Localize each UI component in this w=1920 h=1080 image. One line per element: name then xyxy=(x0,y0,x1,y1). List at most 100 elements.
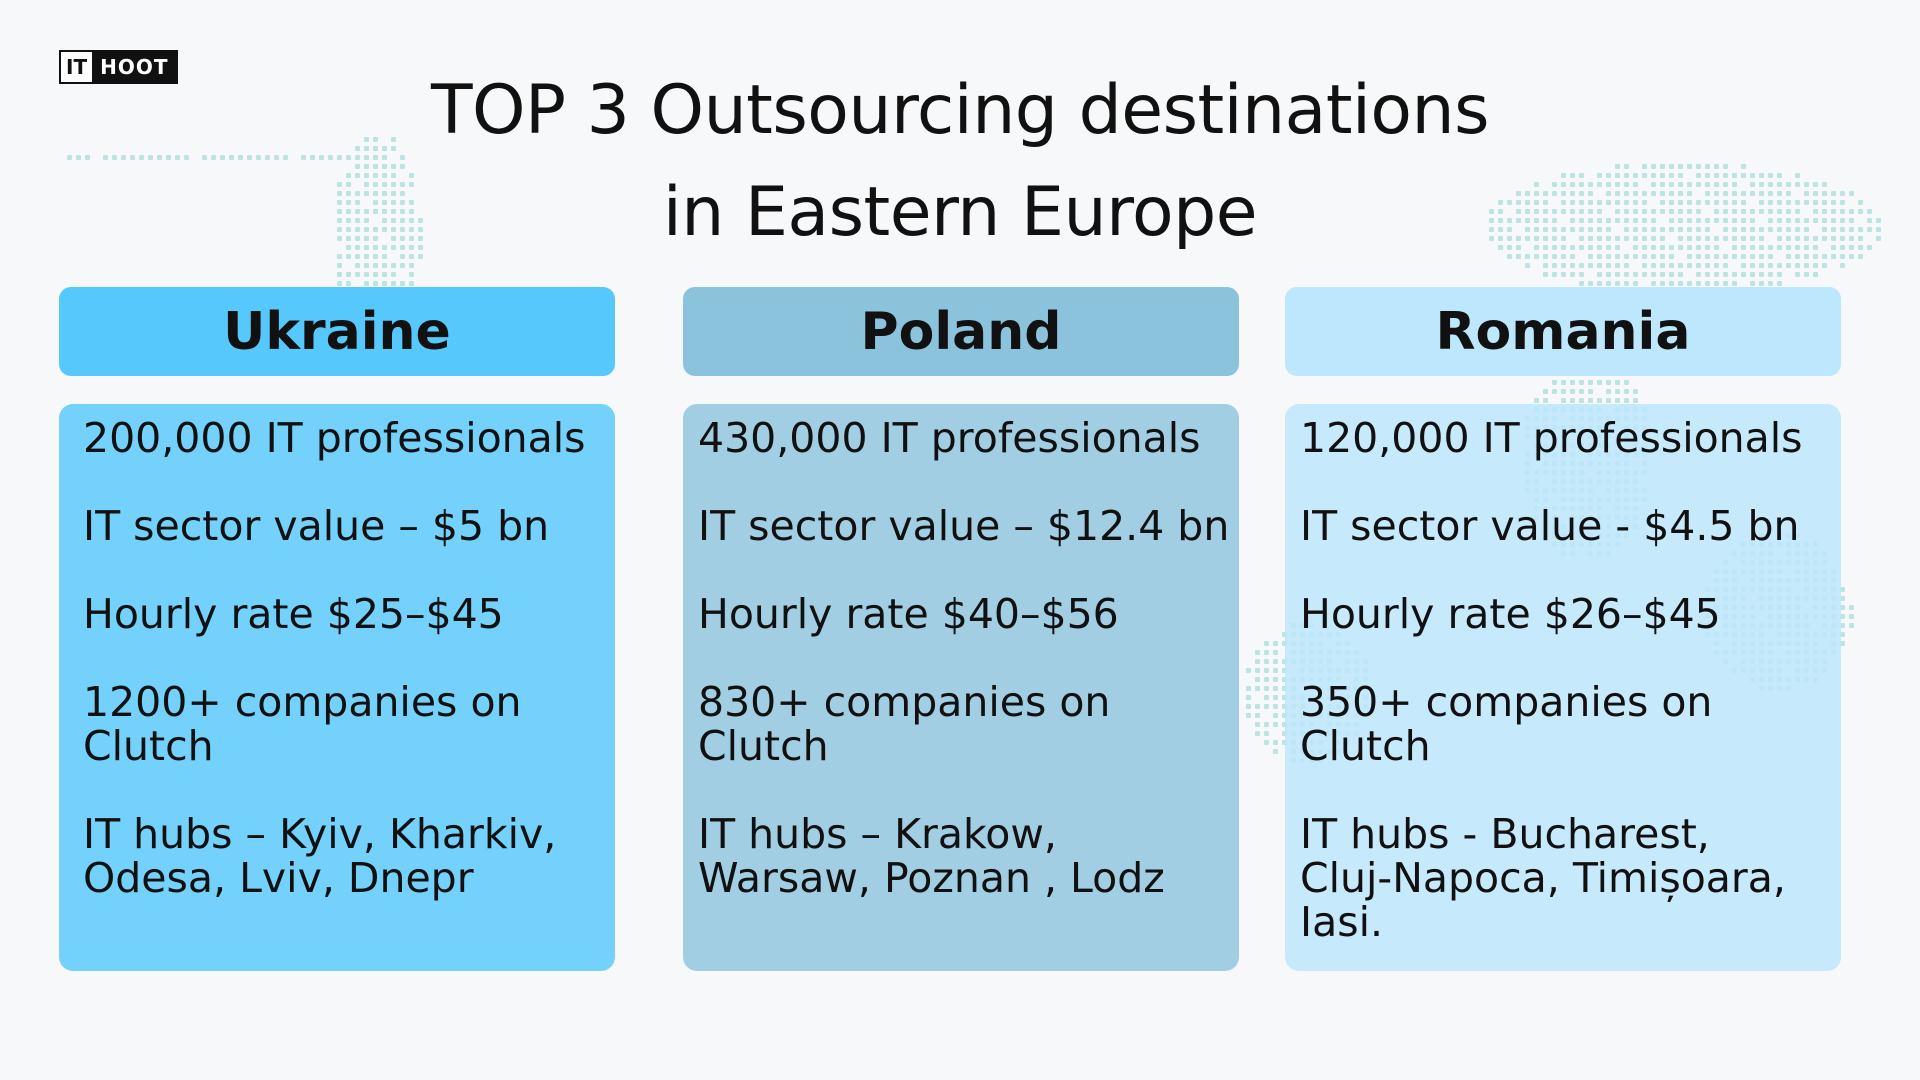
map-dot xyxy=(1633,236,1638,241)
map-dot xyxy=(1696,218,1701,223)
map-dot xyxy=(1579,191,1584,196)
map-dot xyxy=(1507,227,1512,232)
map-dot xyxy=(391,209,396,214)
map-dot xyxy=(1669,254,1674,259)
map-dot xyxy=(1552,389,1557,394)
map-dot xyxy=(1651,191,1656,196)
map-dot xyxy=(1660,236,1665,241)
map-dot xyxy=(1759,263,1764,268)
map-dot xyxy=(85,155,90,160)
map-dot xyxy=(1561,227,1566,232)
map-dot xyxy=(382,245,387,250)
map-dot xyxy=(1813,182,1818,187)
map-dot xyxy=(1615,200,1620,205)
map-dot xyxy=(1543,398,1548,403)
map-dot xyxy=(1615,173,1620,178)
map-dot xyxy=(1561,245,1566,250)
map-dot xyxy=(1624,398,1629,403)
map-dot xyxy=(1255,668,1260,673)
map-dot xyxy=(409,218,414,223)
map-dot xyxy=(364,263,369,268)
map-dot xyxy=(1552,182,1557,187)
map-dot xyxy=(1777,200,1782,205)
map-dot xyxy=(391,146,396,151)
map-dot xyxy=(1651,182,1656,187)
map-dot xyxy=(355,164,360,169)
map-dot xyxy=(1507,236,1512,241)
map-dot xyxy=(373,182,378,187)
map-dot xyxy=(1795,200,1800,205)
map-dot xyxy=(1678,218,1683,223)
map-dot xyxy=(1534,254,1539,259)
map-dot xyxy=(346,245,351,250)
map-dot xyxy=(1651,173,1656,178)
map-dot xyxy=(1516,200,1521,205)
map-dot xyxy=(1264,740,1269,745)
map-dot xyxy=(1570,254,1575,259)
map-dot xyxy=(1660,209,1665,214)
map-dot xyxy=(1795,263,1800,268)
map-dot xyxy=(1795,236,1800,241)
map-dot xyxy=(1588,236,1593,241)
map-dot xyxy=(1579,245,1584,250)
map-dot xyxy=(337,209,342,214)
map-dot xyxy=(400,209,405,214)
map-dot xyxy=(1705,263,1710,268)
map-dot xyxy=(346,254,351,259)
map-dot xyxy=(1624,209,1629,214)
map-dot xyxy=(1849,209,1854,214)
map-dot xyxy=(1678,227,1683,232)
map-dot xyxy=(1534,200,1539,205)
map-dot xyxy=(1768,227,1773,232)
map-dot xyxy=(1831,236,1836,241)
map-dot xyxy=(1723,236,1728,241)
map-dot xyxy=(1840,236,1845,241)
map-dot xyxy=(1777,191,1782,196)
map-dot xyxy=(1534,182,1539,187)
map-dot xyxy=(1768,173,1773,178)
map-dot xyxy=(1714,182,1719,187)
map-dot xyxy=(1687,191,1692,196)
map-dot xyxy=(1759,200,1764,205)
map-dot xyxy=(1849,227,1854,232)
map-dot xyxy=(1606,281,1611,286)
map-dot xyxy=(1525,263,1530,268)
map-dot xyxy=(1588,245,1593,250)
map-dot xyxy=(1687,263,1692,268)
map-dot xyxy=(1849,191,1854,196)
map-dot xyxy=(1705,227,1710,232)
country-facts-romania: 120,000 IT professionals IT sector value… xyxy=(1285,404,1841,971)
map-dot xyxy=(1606,218,1611,223)
map-dot xyxy=(319,155,324,160)
map-dot xyxy=(1246,695,1251,700)
map-dot xyxy=(1678,182,1683,187)
map-dot xyxy=(391,137,396,142)
map-dot xyxy=(1696,164,1701,169)
map-dot xyxy=(1516,191,1521,196)
map-dot xyxy=(1255,659,1260,664)
map-dot xyxy=(1876,227,1881,232)
map-dot xyxy=(355,263,360,268)
map-dot xyxy=(1678,173,1683,178)
map-dot xyxy=(1696,272,1701,277)
map-dot xyxy=(1516,245,1521,250)
map-dot xyxy=(1750,236,1755,241)
map-dot xyxy=(1561,236,1566,241)
map-dot xyxy=(1534,227,1539,232)
map-dot xyxy=(382,218,387,223)
map-dot xyxy=(1795,173,1800,178)
map-dot xyxy=(1552,209,1557,214)
map-dot xyxy=(1552,263,1557,268)
map-dot xyxy=(1624,389,1629,394)
page-title: TOP 3 Outsourcing destinations in Easter… xyxy=(0,60,1920,264)
it-hoot-logo: IT HOOT xyxy=(59,50,179,84)
map-dot xyxy=(1606,263,1611,268)
map-dot xyxy=(400,218,405,223)
map-dot xyxy=(1624,164,1629,169)
map-dot xyxy=(1561,191,1566,196)
map-dot xyxy=(1651,227,1656,232)
map-dot xyxy=(1516,254,1521,259)
map-dot xyxy=(364,209,369,214)
map-dot xyxy=(1570,272,1575,277)
map-dot xyxy=(337,182,342,187)
